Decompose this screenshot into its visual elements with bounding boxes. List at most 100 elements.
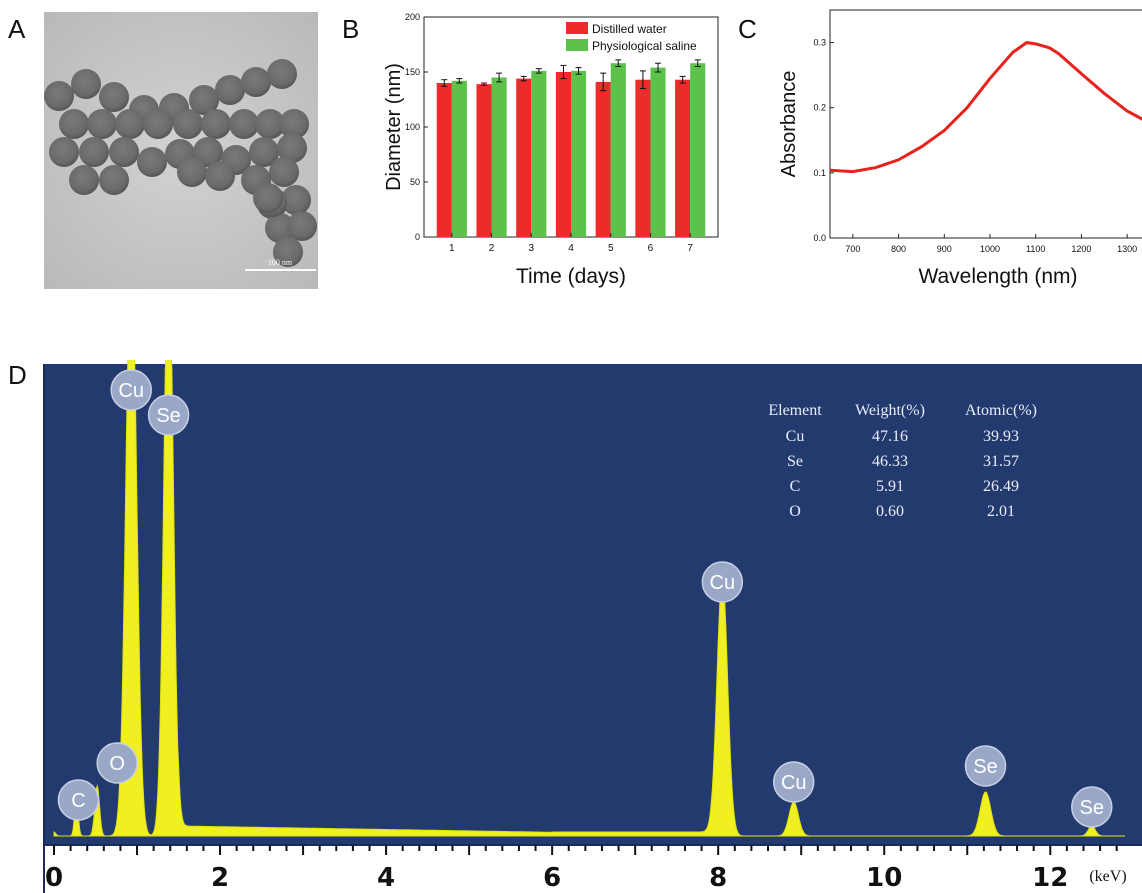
x-tick-label: 6: [543, 863, 561, 893]
bar: [635, 79, 651, 237]
y-tick-label: 0.3: [813, 38, 826, 48]
legend-label-physiological-saline: Physiological saline: [592, 39, 697, 53]
x-tick-label: 8: [709, 863, 727, 893]
absorbance-line-chart: 700 800 900 1000 1100 1200 1300 0.0 0.1 0.2 0.3 Ab…: [778, 9, 1142, 288]
nanoparticle: [215, 75, 245, 105]
peak-label: Cu: [118, 380, 144, 402]
table-cell: 47.16: [872, 428, 908, 445]
bar: [531, 70, 547, 238]
y-tick-label: 50: [410, 177, 420, 187]
nanoparticle: [255, 109, 285, 139]
table-cell: C: [790, 478, 801, 495]
nanoparticle: [173, 109, 203, 139]
composition-table: Element Weight(%) Atomic(%) Cu 47.16 39.93 Se 4…: [768, 402, 1037, 520]
table-cell: O: [789, 503, 801, 520]
absorbance-curve: [829, 41, 1142, 174]
table-header: Atomic(%): [965, 402, 1037, 419]
bar: [675, 79, 691, 237]
nanoparticle: [229, 109, 259, 139]
panel-letter-d: D: [8, 360, 27, 390]
bar: [690, 63, 706, 238]
table-cell: 46.33: [872, 453, 908, 470]
x-tick-label: 1200: [1071, 244, 1091, 254]
x-axis-label: Wavelength (nm): [918, 265, 1077, 288]
x-tick-label: 1300: [1117, 244, 1137, 254]
nanoparticle: [109, 137, 139, 167]
x-tick-label: 7: [687, 243, 693, 254]
y-axis-label: Absorbance: [778, 71, 800, 178]
bar: [571, 70, 587, 238]
nanoparticle: [273, 237, 303, 267]
table-cell: 5.91: [876, 478, 904, 495]
nanoparticle: [241, 67, 271, 97]
x-tick-label: 900: [937, 244, 952, 254]
table-cell: 0.60: [876, 503, 904, 520]
x-tick-label: 12: [1032, 863, 1068, 893]
x-tick-label: 800: [891, 244, 906, 254]
x-tick-label: 700: [845, 244, 860, 254]
peak-badge: [964, 745, 1007, 787]
x-tick-label: 10: [866, 863, 902, 893]
legend-swatch-physiological-saline: [566, 39, 588, 51]
table-cell: Se: [787, 453, 803, 470]
bar: [436, 83, 452, 237]
table-header: Element: [768, 402, 822, 419]
peak-badge: [1071, 786, 1113, 828]
peak-badge: [110, 369, 152, 411]
panel-letter-a: A: [8, 14, 26, 44]
x-tick-label: 1000: [980, 244, 1000, 254]
nanoparticle: [249, 137, 279, 167]
x-tick-label: 0: [45, 863, 63, 893]
x-tick-label: 2: [211, 863, 229, 893]
nanoparticle: [189, 85, 219, 115]
nanoparticles: [44, 59, 317, 267]
nanoparticle: [177, 157, 207, 187]
bar: [516, 78, 532, 237]
peak-label: Se: [973, 756, 997, 778]
nanoparticle: [59, 109, 89, 139]
nanoparticle: [193, 137, 223, 167]
peak-badge: [701, 561, 744, 603]
nanoparticle: [79, 137, 109, 167]
peak-label: Se: [1080, 797, 1104, 819]
bar: [476, 84, 492, 237]
nanoparticle: [49, 137, 79, 167]
panel-letter-b: B: [342, 14, 360, 44]
table-cell: 26.49: [983, 478, 1019, 495]
y-tick-label: 100: [405, 122, 420, 132]
bar: [451, 80, 467, 237]
nanoparticle: [115, 109, 145, 139]
y-tick-label: 200: [405, 12, 420, 22]
x-tick-label: 4: [377, 863, 395, 893]
nanoparticle: [201, 109, 231, 139]
nanoparticle: [287, 211, 317, 241]
legend-label-distilled-water: Distilled water: [592, 22, 667, 36]
scale-bar-label: 100 nm: [268, 258, 293, 267]
y-tick-label: 0: [415, 232, 420, 242]
panel-letter-c: C: [738, 14, 757, 44]
bar: [650, 67, 666, 237]
nanoparticle: [267, 59, 297, 89]
nanoparticle: [71, 69, 101, 99]
tem-micrograph: 100 nm: [44, 12, 318, 289]
table-cell: 31.57: [983, 453, 1019, 470]
nanoparticle: [281, 185, 311, 215]
bar: [610, 63, 626, 238]
peak-badge: [96, 742, 138, 784]
y-tick-label: 0.1: [813, 168, 826, 178]
table-cell: 39.93: [983, 428, 1019, 445]
nanoparticle: [265, 213, 295, 243]
y-tick-label: 150: [405, 67, 420, 77]
y-tick-label: 0.2: [813, 103, 826, 113]
x-axis-unit: (keV): [1089, 868, 1126, 885]
x-tick-label: 1: [449, 243, 455, 254]
peak-label: C: [71, 790, 85, 812]
bar: [595, 81, 611, 238]
y-axis-label: Diameter (nm): [383, 63, 405, 191]
legend-swatch-distilled-water: [566, 22, 588, 34]
peak-badge: [772, 761, 815, 803]
x-tick-label: 4: [568, 243, 574, 254]
nanoparticle: [44, 81, 74, 111]
peak-label: Se: [156, 405, 180, 427]
